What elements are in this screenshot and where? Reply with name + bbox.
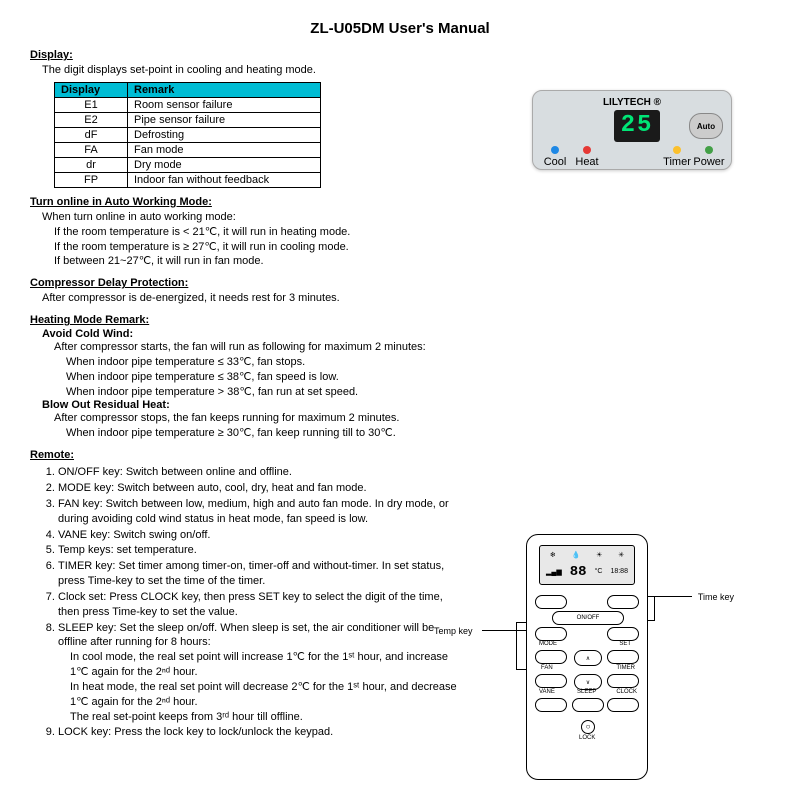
seven-segment-display: 25 (614, 110, 660, 142)
page-title: ZL-U05DM User's Manual (30, 20, 770, 37)
remote-list: ON/OFF key: Switch between online and of… (30, 465, 458, 740)
set-button (607, 650, 639, 664)
panel-brand: LILYTECH ® (541, 97, 723, 108)
mode-button (535, 650, 567, 664)
auto-line: If the room temperature is ≥ 27℃, it wil… (54, 240, 770, 255)
remote-body: ❄ 💧 ☀ ✳ ▂▄▆ 88 °C 18:88 ON/OFF (526, 534, 648, 780)
time-down-button (607, 627, 639, 641)
table-row: drDry mode (55, 157, 321, 172)
compressor-heading: Compressor Delay Protection: (30, 277, 770, 289)
temp-key-label: Temp key (434, 626, 473, 636)
cool-led (551, 146, 559, 154)
list-item: Temp keys: set temperature. (58, 543, 458, 558)
table-row: dFDefrosting (55, 127, 321, 142)
display-intro: The digit displays set-point in cooling … (42, 63, 770, 78)
auto-line: If the room temperature is < 21℃, it wil… (54, 225, 770, 240)
blow-title: Blow Out Residual Heat: (42, 399, 770, 411)
temp-down-button (535, 627, 567, 641)
up-arrow-button: ∧ (574, 650, 602, 666)
remote-diagram: Temp key Time key ❄ 💧 ☀ ✳ ▂▄▆ 88 °C (454, 530, 734, 790)
avoid-line: When indoor pipe temperature ≤ 38℃, fan … (66, 370, 770, 385)
heat-led (583, 146, 591, 154)
temp-up-button (535, 595, 567, 609)
onoff-button: ON/OFF (552, 611, 624, 625)
sleep-button (572, 698, 604, 712)
remote-heading: Remote: (30, 449, 770, 461)
avoid-intro: After compressor starts, the fan will ru… (54, 340, 770, 355)
time-up-button (607, 595, 639, 609)
timer-led (673, 146, 681, 154)
vane-button (535, 698, 567, 712)
col-display: Display (55, 82, 128, 97)
list-item: FAN key: Switch between low, medium, hig… (58, 497, 458, 527)
blow-line: When indoor pipe temperature ≥ 30℃, fan … (66, 426, 770, 441)
auto-button: Auto (689, 113, 723, 139)
lock-icon: ○ (581, 720, 595, 734)
list-item: SLEEP key: Set the sleep on/off. When sl… (58, 621, 458, 725)
list-item: Clock set: Press CLOCK key, then press S… (58, 590, 458, 620)
list-item: LOCK key: Press the lock key to lock/unl… (58, 725, 458, 740)
avoid-line: When indoor pipe temperature ≤ 33℃, fan … (66, 355, 770, 370)
col-remark: Remark (128, 82, 321, 97)
error-code-table: Display Remark E1Room sensor failure E2P… (54, 82, 321, 188)
avoid-title: Avoid Cold Wind: (42, 328, 770, 340)
auto-heading: Turn online in Auto Working Mode: (30, 196, 770, 208)
table-row: E1Room sensor failure (55, 97, 321, 112)
compressor-body: After compressor is de-energized, it nee… (42, 291, 770, 306)
auto-line: If between 21~27℃, it will run in fan mo… (54, 254, 770, 269)
list-item: VANE key: Switch swing on/off. (58, 528, 458, 543)
table-row: FPIndoor fan without feedback (55, 172, 321, 187)
heating-heading: Heating Mode Remark: (30, 314, 770, 326)
list-item: ON/OFF key: Switch between online and of… (58, 465, 458, 480)
sun-icon: ☀ (596, 551, 602, 559)
remote-screen: ❄ 💧 ☀ ✳ ▂▄▆ 88 °C 18:88 (539, 545, 635, 585)
avoid-line: When indoor pipe temperature > 38℃, fan … (66, 385, 770, 400)
snowflake-icon: ❄ (550, 551, 556, 559)
time-key-label: Time key (698, 592, 734, 602)
drop-icon: 💧 (572, 551, 581, 559)
list-item: TIMER key: Set timer among timer-on, tim… (58, 559, 458, 589)
list-item: MODE key: Switch between auto, cool, dry… (58, 481, 458, 496)
table-row: FAFan mode (55, 142, 321, 157)
fan-button (535, 674, 567, 688)
display-heading: Display: (30, 49, 770, 61)
display-panel: LILYTECH ® 25 Auto Cool Heat Timer Power (532, 90, 732, 170)
fan-icon: ✳ (618, 551, 624, 559)
blow-line: After compressor stops, the fan keeps ru… (54, 411, 770, 426)
power-led (705, 146, 713, 154)
table-row: E2Pipe sensor failure (55, 112, 321, 127)
down-arrow-button: ∨ (574, 674, 602, 690)
timer-button (607, 674, 639, 688)
clock-button (607, 698, 639, 712)
auto-intro: When turn online in auto working mode: (42, 210, 770, 225)
